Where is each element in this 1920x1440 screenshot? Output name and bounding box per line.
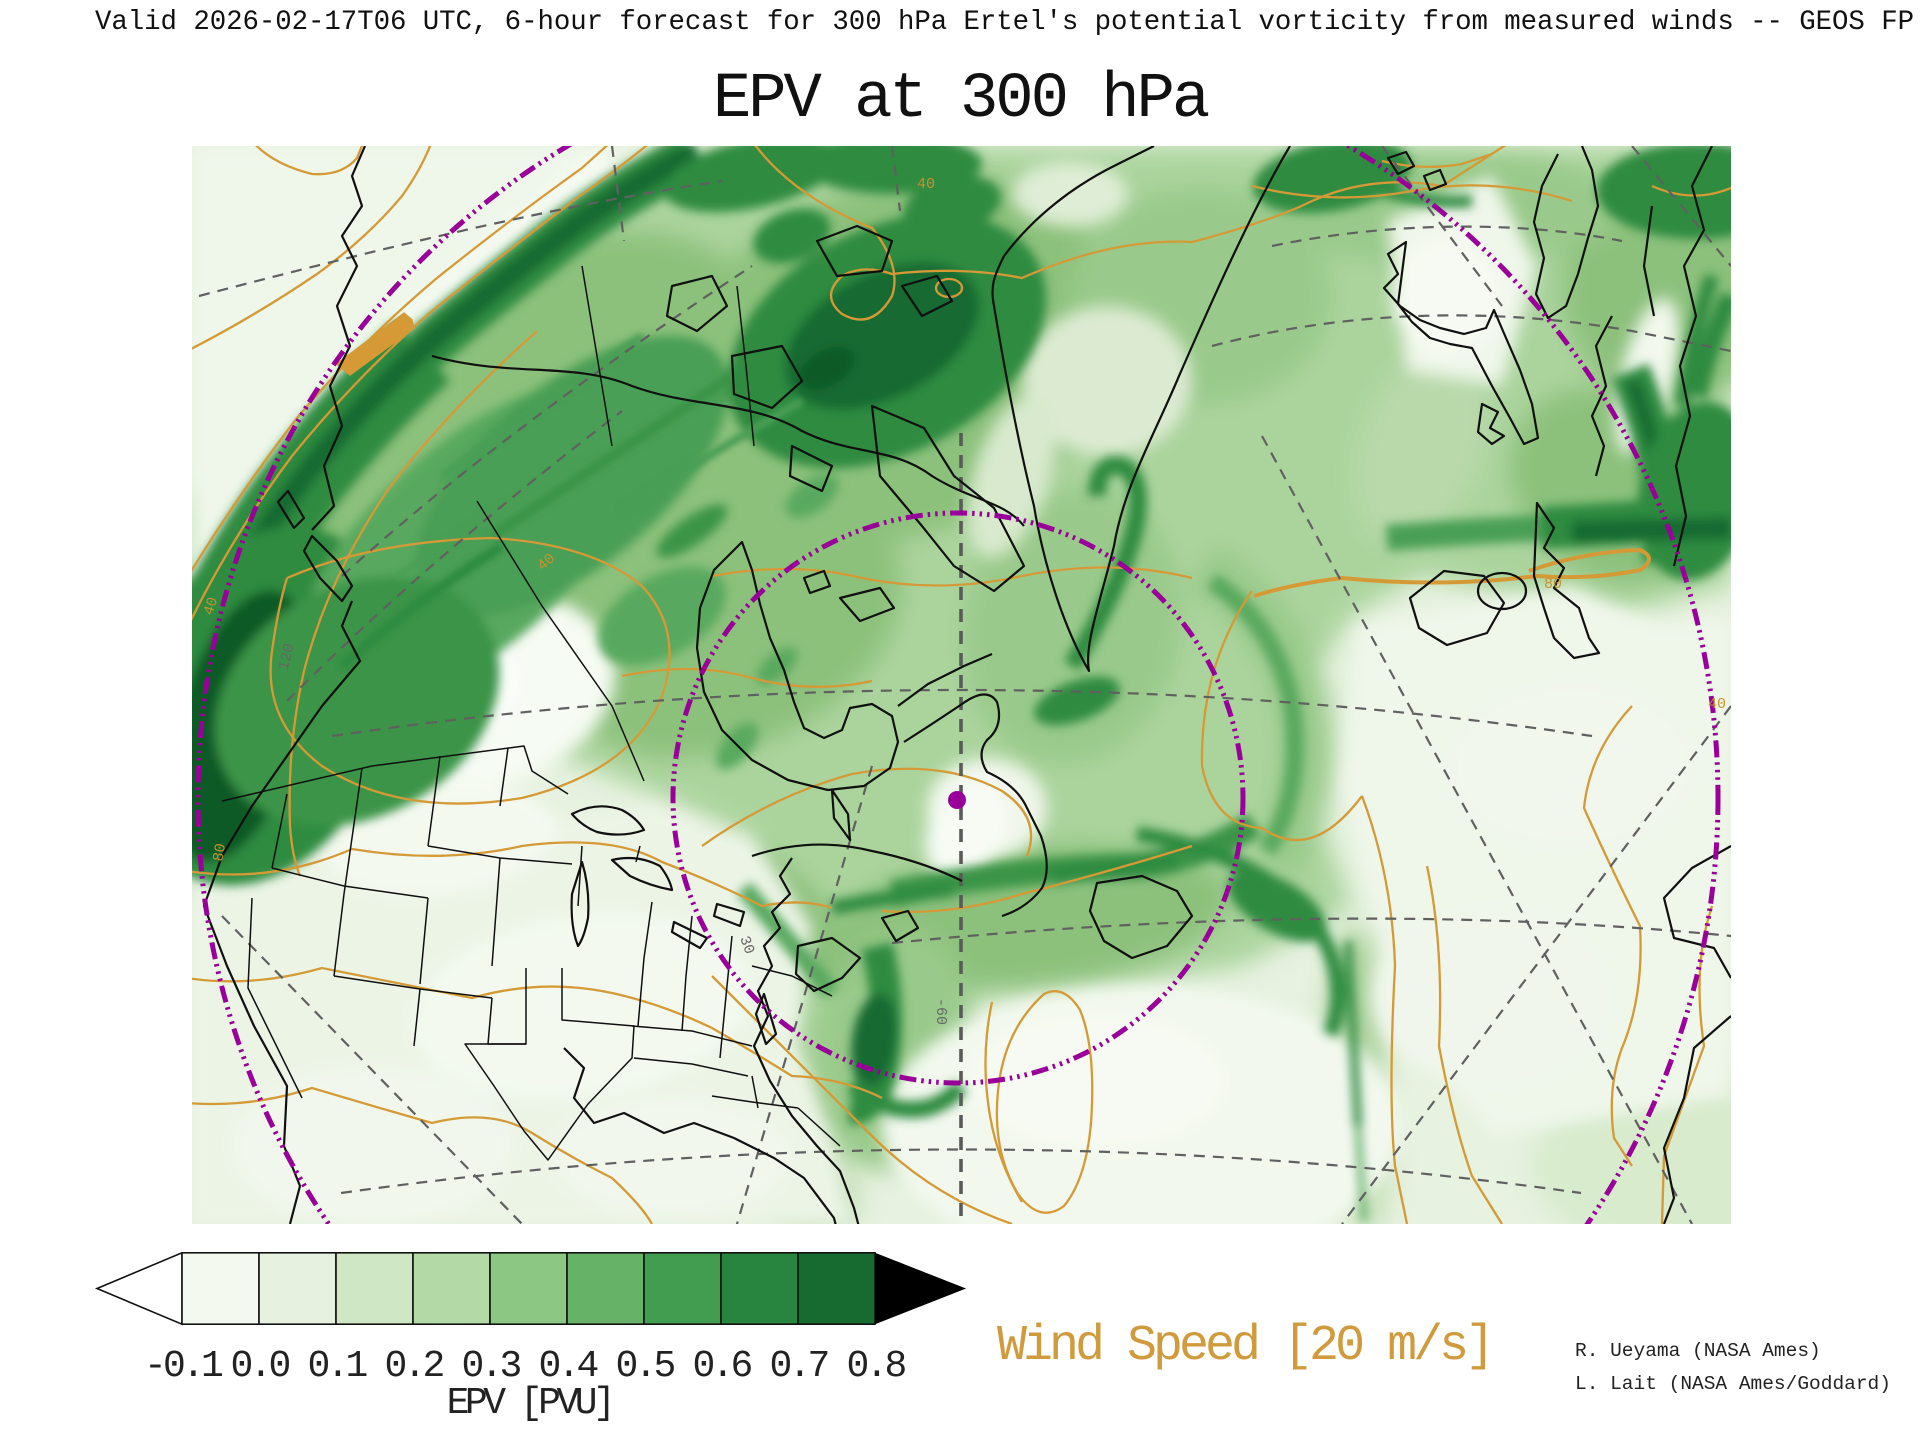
- svg-text:40: 40: [201, 595, 223, 617]
- svg-text:120: 120: [275, 642, 298, 672]
- svg-text:80: 80: [210, 842, 230, 863]
- svg-text:-60: -60: [932, 998, 949, 1025]
- svg-text:40: 40: [917, 176, 935, 193]
- svg-text:80: 80: [1544, 576, 1562, 593]
- svg-text:30: 30: [735, 934, 757, 957]
- svg-text:40: 40: [1708, 696, 1726, 713]
